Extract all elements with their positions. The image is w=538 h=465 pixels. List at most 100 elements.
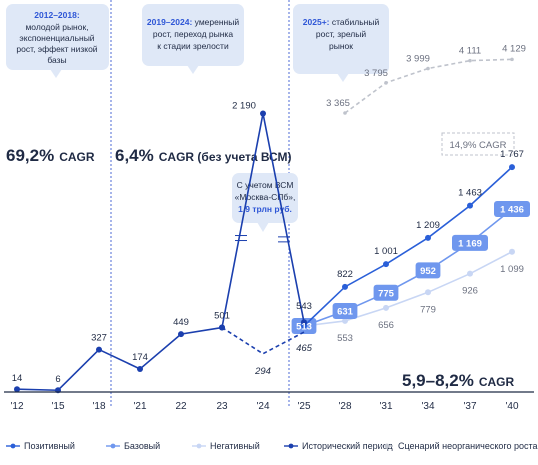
series-point-box: [452, 234, 488, 251]
cagr-2019-2024: 6,4% CAGR (без учета ВСМ): [115, 146, 292, 165]
callout-box: [293, 4, 389, 74]
data-label: 449: [173, 317, 189, 328]
callout-line: экспоненциальный: [19, 33, 94, 43]
data-label: 6: [55, 374, 60, 385]
series-point: [383, 261, 389, 268]
data-label: 543: [296, 301, 312, 312]
data-label: 779: [420, 304, 436, 315]
series-line: [303, 251, 513, 327]
data-label: 822: [337, 269, 353, 280]
series-point-box: [415, 262, 441, 279]
data-label: 1 767: [500, 149, 524, 160]
callout-2019-2024: 2019–2024: умеренный рост, переход рынка…: [142, 4, 244, 74]
data-label: 656: [378, 320, 394, 331]
data-label: 1 099: [500, 264, 524, 275]
cagr-value: 69,2%: [6, 146, 54, 165]
series-point: [467, 202, 473, 209]
callout-line: к стадии зрелости: [157, 41, 229, 51]
series-point: [301, 319, 307, 326]
series-point-box: [373, 284, 399, 301]
data-label: 1 209: [416, 220, 440, 231]
series-point: [467, 270, 473, 277]
legend-label: Позитивный: [24, 441, 75, 451]
callout-first-line: 2019–2024: умеренный: [147, 17, 239, 27]
series-point: [509, 164, 515, 171]
callout-2012-2018: 2012–2018: молодой рынок, экспоненциальн…: [6, 4, 109, 78]
callout-pointer: [50, 69, 62, 78]
callout-line: С учетом ВСМ: [237, 180, 294, 190]
cagr-inorganic-label: 14,9% CAGR: [449, 140, 506, 151]
data-label: 1 169: [458, 238, 482, 249]
data-label: 952: [420, 266, 436, 277]
x-tick-label: '21: [133, 401, 146, 412]
callout-title: 2025+:: [303, 17, 330, 27]
x-tick-label: 22: [175, 401, 187, 412]
data-label: 3 795: [364, 68, 388, 79]
x-tick-label: '34: [421, 401, 434, 412]
callout-pointer: [257, 222, 269, 232]
data-label: 501: [214, 311, 230, 322]
legend-label: Сценарий неорганического роста: [398, 441, 538, 451]
callout-box: [142, 4, 244, 66]
series-point: [426, 66, 430, 71]
callout-line: рост, эффект низкой: [16, 44, 97, 54]
series-line: [16, 326, 223, 392]
callout-line: молодой рынок,: [25, 22, 88, 32]
callout-first-line: 2025+: стабильный: [303, 17, 380, 27]
data-label: 631: [337, 307, 354, 318]
legend-marker: [288, 443, 294, 449]
x-tick-label: '37: [463, 401, 476, 412]
callout-highlight: 1,9 трлн руб.: [238, 204, 292, 214]
x-tick-label: '24: [256, 401, 269, 412]
series-point: [425, 234, 431, 241]
data-label: 2 190: [232, 101, 256, 112]
x-tick-label: '15: [51, 401, 64, 412]
data-label: 3 365: [326, 98, 350, 109]
series-point: [137, 365, 143, 372]
cagr-2012-2018: 69,2% CAGR: [6, 146, 95, 165]
callout-pointer: [337, 73, 349, 82]
data-label: 775: [378, 288, 395, 299]
data-label: 14: [12, 373, 23, 384]
legend-marker: [110, 443, 116, 449]
data-label: 513: [296, 322, 312, 333]
label-layer: 3 365 3 795 3 999 4 111 4 129 553 656 779 926 1 0…: [12, 43, 526, 385]
callout-line: рост, зрелый: [316, 29, 367, 39]
legend-marker: [10, 443, 16, 449]
x-tick-label: 23: [216, 401, 228, 412]
legend-marker: [196, 443, 202, 449]
callout-line: базы: [47, 55, 66, 65]
callout-pointer: [187, 65, 199, 74]
series-point: [14, 386, 20, 393]
cagr-2025-plus: 5,9–8,2% CAGR: [402, 371, 515, 390]
callout-first-rest: умеренный: [192, 17, 239, 27]
data-label: 1 001: [374, 246, 398, 257]
callout-title: 2012–2018:: [34, 10, 80, 20]
series-point: [96, 346, 102, 353]
legend-marker: [384, 443, 390, 449]
callout-first-rest: стабильный: [330, 17, 380, 27]
callout-box: [6, 4, 109, 70]
callout-line: рынок: [329, 41, 353, 51]
x-axis: '12 '15 '18 '21 22 23 '24 '25 '28 '31 '34 '37 '40: [4, 391, 534, 412]
x-tick-label: '25: [297, 401, 310, 412]
data-label: 3 999: [406, 53, 430, 64]
callout-title: 2019–2024:: [147, 17, 193, 27]
series-point-box: [332, 303, 358, 320]
series-point-box: [494, 201, 530, 218]
cagr-label: CAGR (без учета ВСМ): [159, 150, 292, 164]
series-point: [260, 110, 266, 117]
cagr-value: 5,9–8,2%: [402, 371, 474, 390]
series-line: [303, 166, 513, 327]
x-tick-label: '12: [10, 401, 23, 412]
series-point: [509, 248, 515, 255]
x-tick-label: '40: [505, 401, 518, 412]
cagr-label: CAGR: [59, 150, 95, 164]
legend-label: Негативный: [210, 441, 260, 451]
data-label: 4 129: [502, 43, 526, 54]
series-point: [425, 289, 431, 296]
x-tick-label: '28: [338, 401, 351, 412]
data-label: 4 111: [459, 46, 481, 57]
cagr-label: CAGR: [479, 375, 515, 389]
